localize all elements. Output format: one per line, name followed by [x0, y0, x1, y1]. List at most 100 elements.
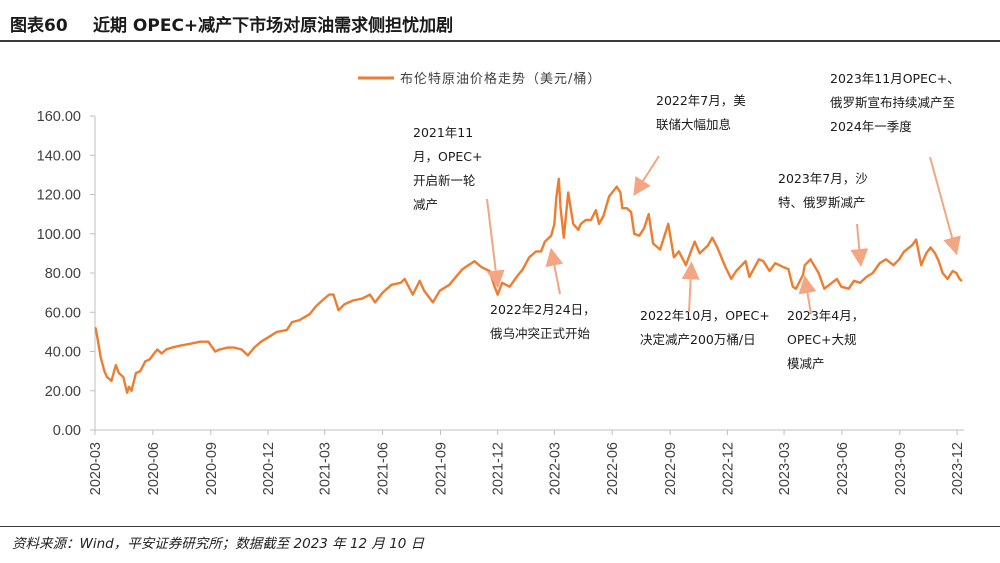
data-point: [226, 346, 229, 349]
annotation-2: 2022年2月24日， 俄乌冲突正式开始: [490, 247, 596, 341]
data-point: [678, 250, 680, 253]
data-point: [667, 223, 670, 225]
annotation-text-line: 决定减产200万桶/日: [640, 332, 756, 347]
data-point: [423, 289, 425, 292]
data-point: [809, 258, 812, 261]
data-point: [508, 285, 511, 288]
figure-label: 图表60: [10, 16, 68, 36]
data-point: [768, 270, 771, 272]
annotation-text-line: 2022年2月24日，: [490, 302, 596, 317]
data-point: [461, 268, 464, 270]
data-point: [577, 228, 580, 231]
annotation-text-line: 2023年11月OPEC+、: [830, 71, 960, 86]
data-point: [920, 264, 923, 267]
chart-axes: 0.00 20.00 40.00 60.00 80.00 100.00 120.00 140.…: [37, 109, 966, 495]
data-point: [946, 278, 949, 280]
data-point: [361, 297, 364, 300]
data-point: [711, 236, 714, 239]
data-point: [438, 289, 441, 292]
data-point: [608, 195, 610, 198]
data-point: [562, 236, 565, 239]
data-point: [871, 272, 874, 274]
data-point: [488, 270, 491, 272]
figure-header: 图表60 近期 OPEC+减产下市场对原油需求侧担忧加剧: [0, 0, 1000, 42]
data-point: [165, 348, 168, 351]
data-point: [390, 283, 393, 286]
data-point: [247, 354, 249, 357]
data-point: [448, 283, 451, 286]
data-point: [199, 340, 202, 343]
data-point: [803, 264, 806, 267]
data-point: [955, 272, 958, 274]
data-point: [690, 250, 692, 253]
bottom-rule: [0, 526, 1000, 527]
data-point: [652, 242, 654, 245]
annotation-text-line: 2021年11: [413, 125, 473, 140]
x-tick-label: 2021-03: [318, 442, 334, 495]
data-point: [130, 389, 133, 392]
series-line-0: [94, 177, 963, 394]
y-tick-label: 100.00: [37, 227, 81, 243]
data-point: [643, 227, 646, 229]
data-point: [240, 348, 243, 351]
data-point: [898, 258, 901, 261]
data-point: [853, 279, 855, 282]
data-point: [418, 279, 421, 282]
data-point: [456, 274, 459, 276]
annotation-text-line: 俄乌冲突正式开始: [490, 326, 591, 341]
data-point: [253, 346, 256, 349]
x-tick-label: 2022-06: [605, 442, 621, 495]
x-tick-label: 2023-09: [893, 442, 909, 495]
source-note: 资料来源：Wind，平安证券研究所；数据截至 2023 年 12 月 10 日: [12, 536, 425, 552]
y-tick-label: 80.00: [45, 266, 81, 282]
data-point: [276, 331, 278, 333]
data-point: [369, 293, 371, 296]
data-point: [110, 380, 113, 382]
data-point: [885, 258, 887, 261]
annotation-5: 2023年7月，沙特、俄罗斯减产: [778, 171, 869, 267]
data-point: [553, 223, 556, 225]
annotation-text-line: 2024年一季度: [830, 119, 912, 134]
data-point: [501, 281, 503, 284]
data-point: [291, 321, 293, 323]
data-point: [550, 234, 553, 237]
data-point: [735, 270, 738, 272]
data-point: [840, 285, 843, 288]
x-tick-label: 2023-06: [835, 442, 851, 495]
data-point: [925, 252, 928, 255]
data-point: [960, 279, 963, 282]
data-point: [791, 285, 794, 288]
x-tick-label: 2020-03: [88, 442, 104, 495]
annotation-text-line: 开启新一轮: [413, 173, 476, 188]
data-point: [937, 260, 940, 263]
annotation-text-line: 2022年7月，美: [656, 93, 746, 108]
data-point: [337, 309, 340, 312]
annotation-text-line: 模减产: [787, 356, 825, 371]
y-tick-label: 120.00: [37, 188, 81, 204]
x-tick-label: 2021-09: [433, 442, 449, 495]
annotation-arrow: [681, 261, 700, 313]
data-point: [716, 246, 719, 249]
data-point: [774, 262, 777, 265]
x-tick-label: 2021-06: [376, 442, 392, 495]
data-point: [638, 234, 641, 237]
annotation-text-line: 减产: [413, 197, 438, 212]
data-point: [572, 223, 575, 225]
data-point: [621, 207, 624, 210]
annotation-text-line: OPEC+大规: [787, 332, 856, 347]
data-point: [352, 299, 354, 302]
data-point: [114, 364, 117, 367]
data-point: [170, 346, 173, 349]
data-point: [823, 287, 826, 290]
data-point: [118, 372, 120, 374]
data-point: [559, 207, 562, 210]
data-point: [615, 185, 618, 188]
data-point: [865, 276, 868, 278]
data-point: [190, 342, 193, 345]
data-point: [941, 272, 944, 274]
data-point: [381, 291, 384, 294]
data-point: [724, 266, 727, 268]
data-point: [892, 264, 895, 267]
annotation-7: 2023年11月OPEC+、俄罗斯宣布持续减产至 2024年一季度: [830, 71, 961, 256]
data-point: [929, 246, 932, 249]
